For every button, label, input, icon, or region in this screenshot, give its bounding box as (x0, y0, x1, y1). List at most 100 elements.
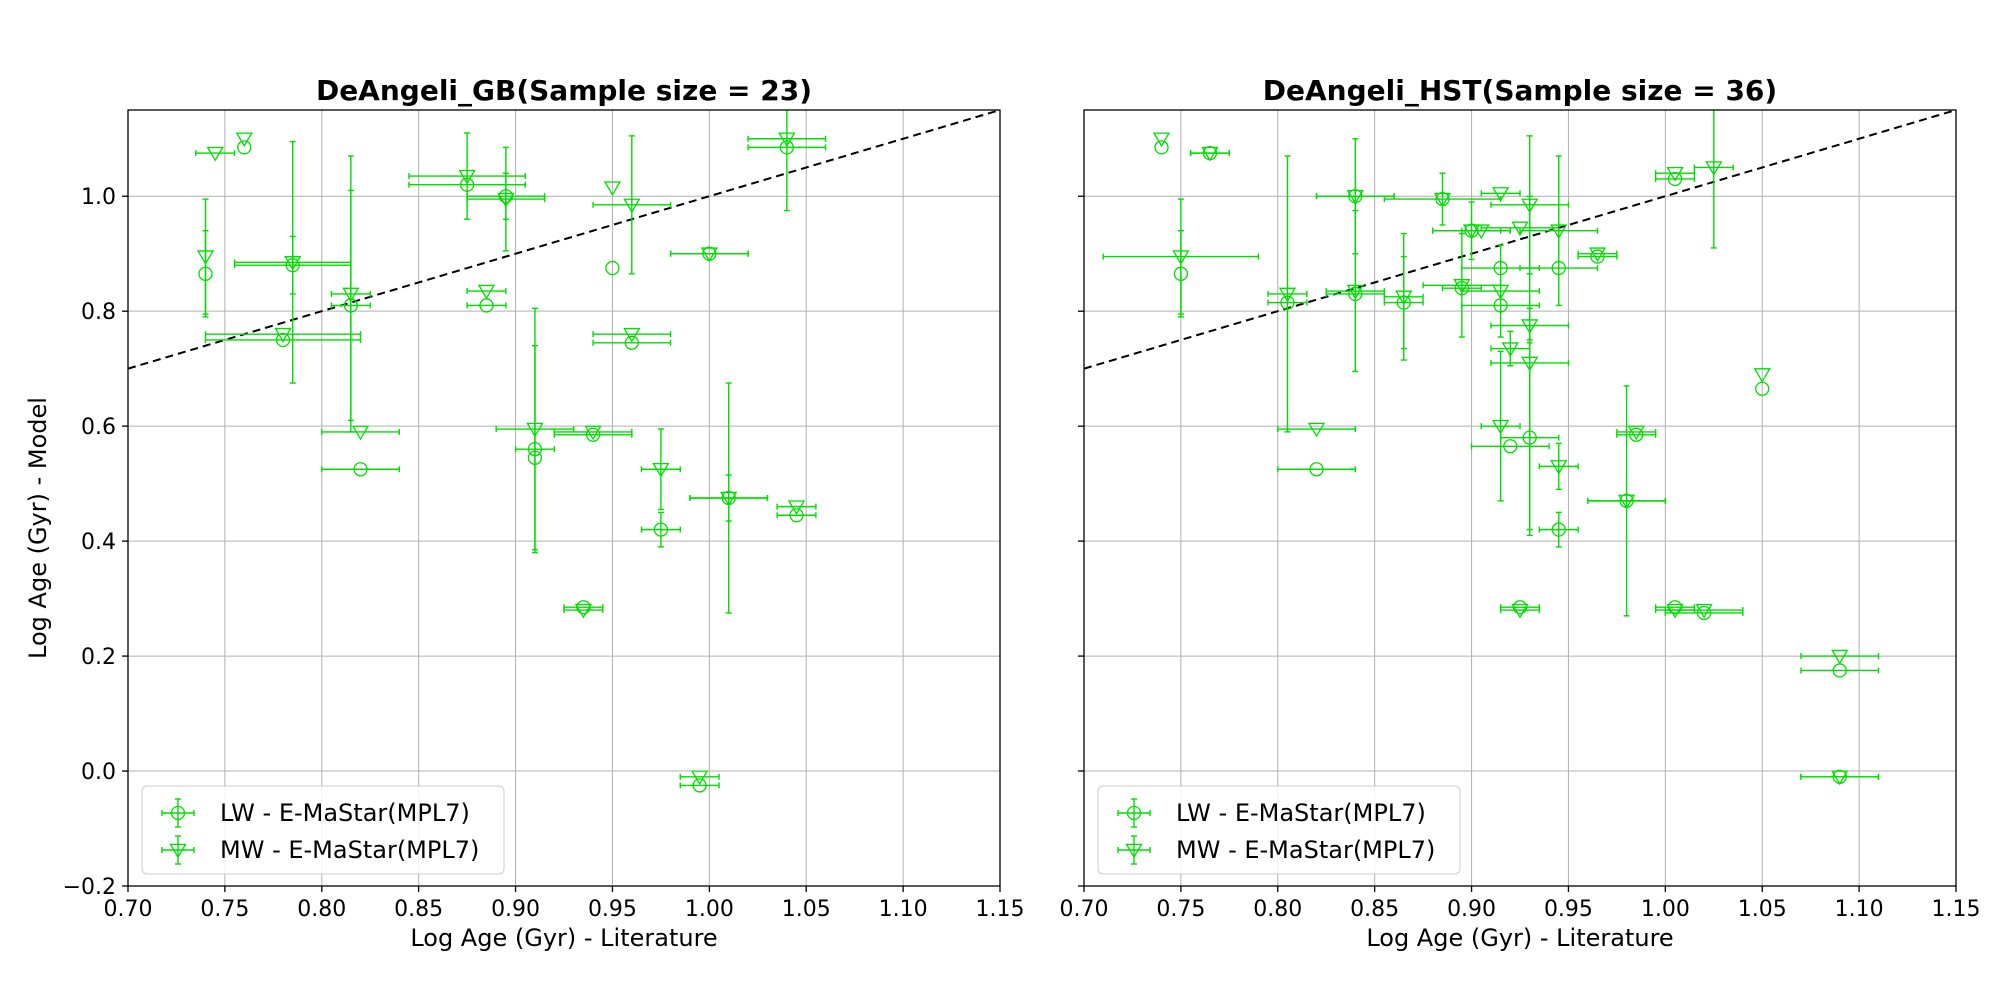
data-point (652, 462, 670, 478)
data-point (1666, 166, 1684, 182)
data-point (1309, 462, 1324, 477)
data-point (1433, 192, 1452, 208)
chart-title: DeAngeli_GB(Sample size = 23) (316, 74, 812, 107)
y-tick-label: 0.6 (81, 415, 116, 440)
x-tick-label: 0.90 (491, 897, 540, 922)
data-point (603, 181, 622, 197)
data-point (1501, 342, 1519, 357)
data-point (691, 770, 709, 786)
series-mw (195, 132, 827, 786)
data-point (351, 425, 370, 441)
x-tick-label: 0.95 (1544, 897, 1593, 922)
x-tick-label: 0.75 (200, 897, 249, 922)
x-tick-label: 0.75 (1156, 897, 1205, 922)
x-tick-label: 0.80 (297, 897, 346, 922)
y-tick-label: 1.0 (81, 185, 116, 210)
legend: LW - E-MaStar(MPL7) MW - E-MaStar(MPL7) (1097, 785, 1461, 875)
legend-label: MW - E-MaStar(MPL7) (220, 836, 479, 864)
data-point (720, 491, 738, 507)
data-point (458, 169, 476, 185)
plot-frame (1083, 109, 1957, 887)
data-point (624, 335, 639, 350)
data-point (1491, 419, 1510, 435)
legend-frame (141, 785, 505, 875)
y-axis-label: Log Age (Gyr) - Model (24, 397, 52, 659)
data-point (1346, 189, 1364, 205)
data-point (623, 327, 641, 343)
data-point (275, 332, 291, 348)
data-point (789, 508, 804, 523)
data-point (584, 425, 602, 441)
data-point (353, 462, 368, 477)
data-point (692, 778, 707, 793)
panel-2: 0.70 0.75 0.80 0.85 0.90 0.95 1.00 1.05 1.10 1.15… (1060, 74, 1981, 952)
x-tick-label: 1.10 (879, 897, 928, 922)
data-point (1695, 603, 1713, 619)
panel-1: 0.70 0.75 0.80 0.85 0.90 0.95 1.00 1.05 1.10 1.15… (24, 74, 1024, 952)
legend-marker (1125, 843, 1143, 859)
data-point (653, 522, 669, 537)
x-tick-label: 0.70 (1060, 897, 1109, 922)
data-point (700, 247, 718, 263)
grid (1083, 110, 1957, 887)
x-tick-label: 0.70 (104, 897, 153, 922)
data-point (787, 500, 806, 516)
data-point (1551, 522, 1566, 537)
chart-title: DeAngeli_HST(Sample size = 36) (1263, 74, 1777, 107)
data-point (1511, 221, 1529, 237)
legend-marker (170, 805, 186, 821)
data-point (342, 287, 360, 303)
legend-label: LW - E-MaStar(MPL7) (220, 799, 470, 827)
data-point (1550, 224, 1568, 240)
data-point (1346, 284, 1364, 300)
legend-marker (1126, 805, 1142, 821)
data-point (1491, 187, 1510, 202)
data-point (477, 284, 496, 300)
x-tick-label: 0.90 (1447, 897, 1496, 922)
x-axis: 0.70 0.75 0.80 0.85 0.90 0.95 1.00 1.05 1.10 1.15 (104, 886, 1024, 922)
x-axis-label: Log Age (Gyr) - Literature (410, 924, 717, 952)
data-point (1395, 290, 1413, 306)
data-point (1154, 140, 1169, 155)
data-point (1831, 649, 1849, 665)
x-tick-label: 1.00 (1641, 897, 1690, 922)
data-point (1278, 287, 1297, 303)
data-point (1201, 146, 1219, 162)
y-tick-label: 0.0 (81, 760, 116, 785)
data-point (1590, 249, 1605, 264)
x-tick-label: 0.85 (1350, 897, 1399, 922)
y-tick-label: −0.2 (63, 875, 116, 900)
legend-label: LW - E-MaStar(MPL7) (1176, 799, 1426, 827)
data-point (1462, 224, 1481, 240)
data-point (237, 140, 252, 155)
data-point (235, 132, 253, 148)
data-point (1491, 284, 1510, 300)
data-point (274, 327, 292, 343)
plot-area (128, 110, 1000, 793)
data-point (585, 427, 601, 442)
data-point (284, 256, 302, 271)
one-to-one-line (128, 110, 1000, 370)
x-axis-label: Log Age (Gyr) - Literature (1366, 924, 1673, 952)
y-tick-label: 0.4 (81, 530, 116, 555)
data-point (778, 132, 796, 148)
x-tick-label: 0.85 (394, 897, 443, 922)
x-tick-label: 0.80 (1253, 897, 1302, 922)
plot-area (1084, 110, 1956, 786)
data-point (196, 250, 215, 265)
grid (127, 110, 1001, 887)
x-tick-label: 1.10 (1835, 897, 1884, 922)
x-tick-label: 0.95 (588, 897, 637, 922)
data-point (1172, 250, 1190, 265)
plot-frame (127, 109, 1001, 887)
series-mw (1102, 110, 1880, 786)
legend-frame (1097, 785, 1461, 875)
data-point (1588, 247, 1607, 263)
series-lw (1154, 140, 1880, 784)
data-point (1705, 161, 1723, 176)
data-point (1307, 422, 1326, 438)
data-point (1666, 603, 1684, 619)
data-point (1617, 494, 1636, 510)
data-point (574, 603, 593, 619)
x-tick-label: 1.00 (685, 897, 734, 922)
